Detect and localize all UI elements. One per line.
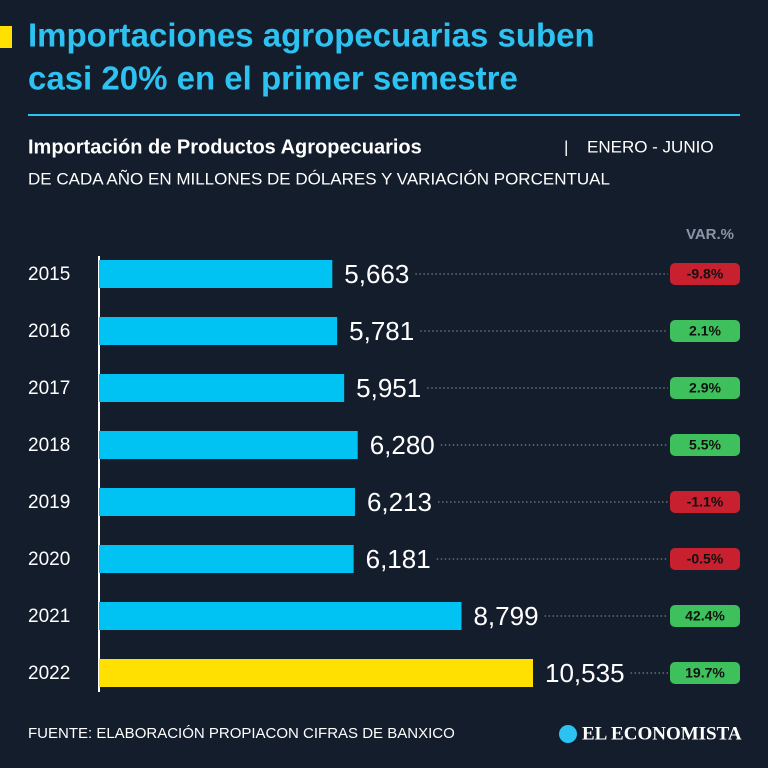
title-line: casi 20% en el primer semestre [28,60,518,97]
value-label: 8,799 [473,601,538,631]
variation-badge [670,263,740,285]
variation-badge [670,662,740,684]
y-tick-label: 2022 [28,663,70,684]
variation-label: -9.8% [687,266,724,282]
bar [99,602,462,630]
title-line: Importaciones agropecuarias suben [28,17,595,54]
y-tick-label: 2016 [28,321,70,342]
note: DE CADA AÑO EN MILLONES DE DÓLARES Y VAR… [28,169,610,188]
y-tick-label: 2019 [28,492,70,513]
variation-badge [670,377,740,399]
bar [99,431,358,459]
variation-badge [670,434,740,456]
y-tick-label: 2015 [28,264,70,285]
bar [99,659,533,687]
y-tick-label: 2018 [28,435,70,456]
variation-label: 42.4% [685,608,725,624]
value-label: 5,781 [349,316,414,346]
value-label: 6,280 [370,430,435,460]
y-tick-label: 2021 [28,606,70,627]
value-label: 5,663 [344,259,409,289]
value-label: 5,951 [356,373,421,403]
variation-badge [670,320,740,342]
variation-label: 2.9% [689,380,721,396]
brand: EL ECONOMISTA [582,723,742,744]
brand-icon [559,725,577,743]
variation-badge [670,548,740,570]
value-label: 6,181 [366,544,431,574]
variation-label: -0.5% [687,551,724,567]
bar [99,374,345,402]
variation-header: VAR.% [686,226,734,243]
variation-label: 2.1% [689,323,721,339]
brand-logo: EL ECONOMISTA [559,723,742,744]
separator: | [564,137,568,156]
subtitle: Importación de Productos Agropecuarios [28,136,422,158]
accent-block [0,26,12,48]
bar [99,317,338,345]
bar [99,488,355,516]
variation-label: 19.7% [685,665,725,681]
value-label: 10,535 [545,658,625,688]
variation-badge [670,491,740,513]
value-label: 6,213 [367,487,432,517]
note: ENERO - JUNIO [587,137,714,156]
source: FUENTE: ELABORACIÓN PROPIACON CIFRAS DE … [28,725,455,742]
bar [99,260,333,288]
bar [99,545,354,573]
variation-badge [670,605,740,627]
y-tick-label: 2017 [28,378,70,399]
variation-label: -1.1% [687,494,724,510]
y-tick-label: 2020 [28,549,70,570]
variation-label: 5.5% [689,437,721,453]
